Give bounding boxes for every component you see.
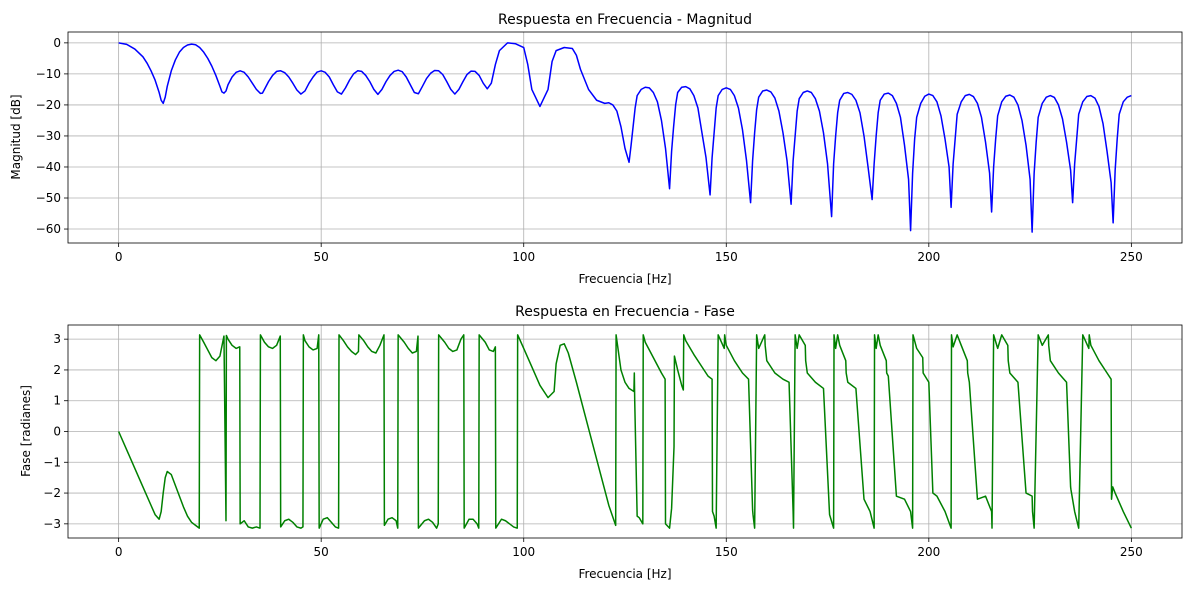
magnitude-y-axis-label: Magnitud [dB] <box>9 94 23 179</box>
phase-y-tick-label: 2 <box>53 363 61 377</box>
phase-x-tick-label: 50 <box>314 545 329 559</box>
magnitude-x-axis-label: Frecuencia [Hz] <box>578 272 671 286</box>
phase-x-tick-label: 250 <box>1120 545 1143 559</box>
magnitude-x-tick-label: 50 <box>314 250 329 264</box>
magnitude-subplot: Respuesta en Frecuencia - Magnitud 0 50 10… <box>9 12 1183 286</box>
phase-x-tick-label: 200 <box>917 545 940 559</box>
phase-series-line <box>117 334 1133 529</box>
phase-x-tick-label: 150 <box>715 545 738 559</box>
magnitude-x-tick-label: 150 <box>715 250 738 264</box>
magnitude-grid <box>68 32 1182 243</box>
magnitude-y-tick-label: −10 <box>36 67 61 81</box>
phase-y-tick-label: −1 <box>43 455 61 469</box>
magnitude-y-tick-label: −30 <box>36 129 61 143</box>
phase-y-tick-label: −2 <box>43 486 61 500</box>
magnitude-x-ticks: 0 50 100 150 200 250 <box>115 243 1143 264</box>
phase-x-ticks: 0 50 100 150 200 250 <box>115 538 1143 559</box>
phase-grid <box>68 325 1182 538</box>
magnitude-x-tick-label: 0 <box>115 250 123 264</box>
magnitude-x-tick-label: 100 <box>512 250 535 264</box>
magnitude-y-ticks: 0 −10 −20 −30 −40 −50 −60 <box>36 36 68 236</box>
magnitude-y-tick-label: 0 <box>53 36 61 50</box>
phase-subplot: Respuesta en Frecuencia - Fase 0 50 100 150… <box>19 304 1183 581</box>
phase-y-tick-label: 0 <box>53 425 61 439</box>
magnitude-y-tick-label: −40 <box>36 160 61 174</box>
phase-y-axis-label: Fase [radianes] <box>19 385 33 477</box>
phase-x-tick-label: 0 <box>115 545 123 559</box>
magnitude-x-tick-label: 250 <box>1120 250 1143 264</box>
magnitude-y-tick-label: −50 <box>36 191 61 205</box>
phase-x-tick-label: 100 <box>512 545 535 559</box>
phase-y-tick-label: 3 <box>53 332 61 346</box>
magnitude-title: Respuesta en Frecuencia - Magnitud <box>498 12 752 28</box>
phase-x-axis-label: Frecuencia [Hz] <box>578 567 671 581</box>
magnitude-x-tick-label: 200 <box>917 250 940 264</box>
phase-y-tick-label: 1 <box>53 394 61 408</box>
phase-y-tick-label: −3 <box>43 517 61 531</box>
magnitude-series-line <box>118 42 1132 233</box>
magnitude-y-tick-label: −60 <box>36 222 61 236</box>
phase-title: Respuesta en Frecuencia - Fase <box>515 304 735 320</box>
magnitude-y-tick-label: −20 <box>36 98 61 112</box>
phase-y-ticks: 3 2 1 0 −1 −2 −3 <box>43 332 68 531</box>
magnitude-plot-frame <box>67 31 1183 244</box>
